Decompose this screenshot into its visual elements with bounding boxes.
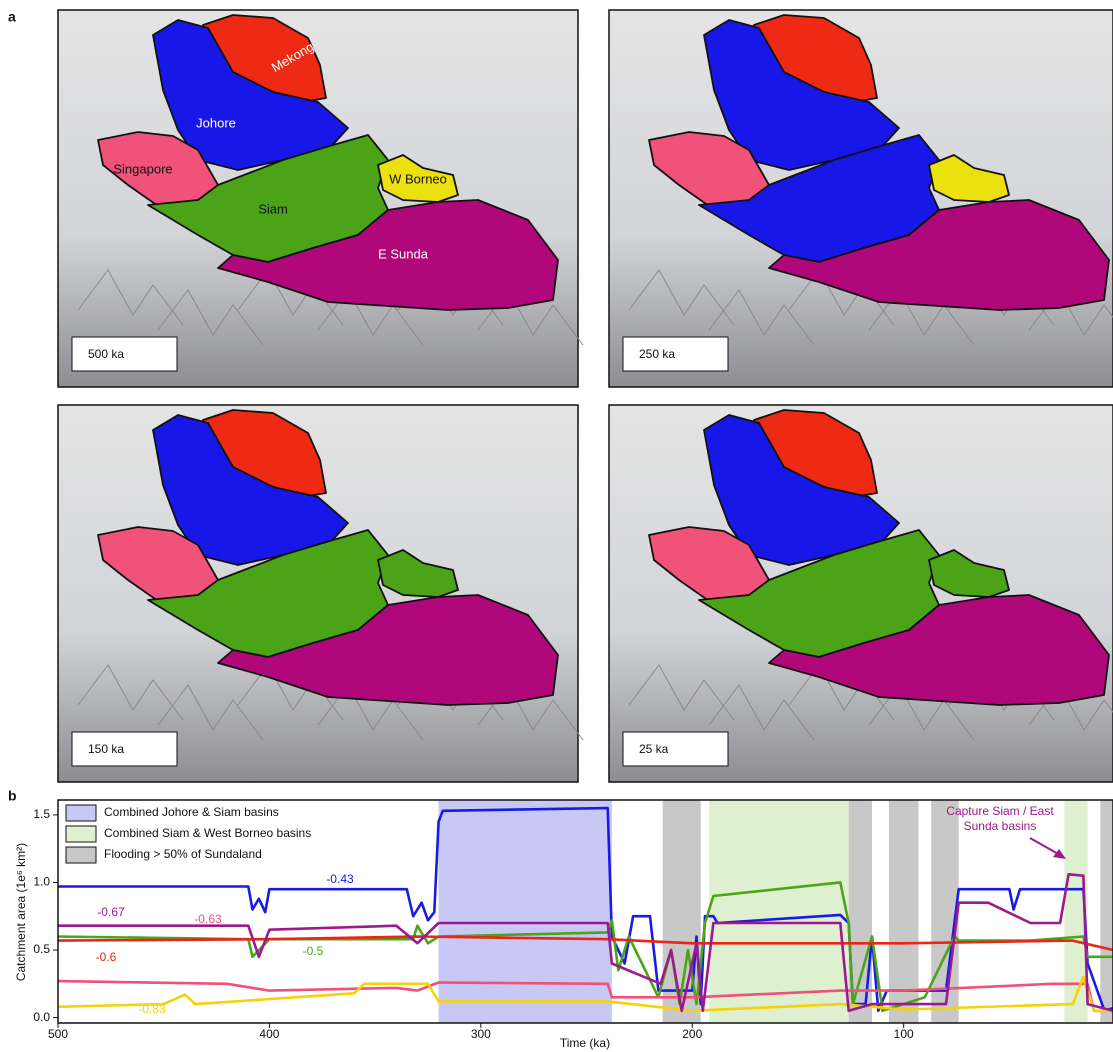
time-label: 25 ka [639, 742, 669, 756]
legend-label: Combined Siam & West Borneo basins [104, 826, 311, 840]
shaded-region [709, 800, 849, 1023]
shaded-region [439, 800, 612, 1023]
x-tick-label: 200 [682, 1027, 702, 1041]
y-tick-label: 0.5 [33, 942, 50, 956]
x-axis-label: Time (ka) [560, 1036, 610, 1050]
time-label: 250 ka [639, 347, 675, 361]
series-label: -0.67 [97, 905, 125, 919]
legend-swatch [66, 805, 96, 821]
x-tick-label: 500 [48, 1027, 68, 1041]
panel-letter: b [8, 788, 17, 804]
annotation-arrowhead [1053, 849, 1066, 859]
legend-swatch [66, 826, 96, 842]
map-panel: 25 ka [609, 405, 1113, 782]
x-tick-label: 100 [894, 1027, 914, 1041]
time-label: 500 ka [88, 347, 124, 361]
legend-label: Combined Johore & Siam basins [104, 805, 279, 819]
panel-letter: a [8, 9, 16, 25]
legend-swatch [66, 847, 96, 863]
basin-label: Johore [196, 115, 236, 130]
series-label: -0.83 [138, 1002, 166, 1016]
y-tick-label: 0.0 [33, 1010, 50, 1024]
map-panel: 250 ka [609, 10, 1113, 387]
series-label: -0.6 [96, 950, 117, 964]
basin-label: E Sunda [378, 246, 429, 261]
basin-label: Singapore [113, 161, 172, 176]
series-label: -0.63 [194, 912, 222, 926]
map-panel: 150 ka [58, 405, 583, 782]
legend-label: Flooding > 50% of Sundaland [104, 847, 262, 861]
basin-label: W Borneo [389, 171, 447, 186]
y-tick-label: 1.0 [33, 875, 50, 889]
annotation-arrow [1030, 838, 1060, 855]
time-label: 150 ka [88, 742, 124, 756]
x-tick-label: 400 [259, 1027, 279, 1041]
series-label: -0.43 [326, 872, 354, 886]
y-tick-label: 1.5 [33, 807, 50, 821]
basin-label: Siam [258, 201, 288, 216]
series-label: -0.5 [303, 944, 324, 958]
shaded-region [1100, 800, 1113, 1023]
x-tick-label: 300 [471, 1027, 491, 1041]
y-axis-label: Catchment area (1e⁶ km²) [14, 843, 28, 981]
figure: a b MekongJohoreSingaporeSiamW BorneoE S… [0, 0, 1113, 1052]
